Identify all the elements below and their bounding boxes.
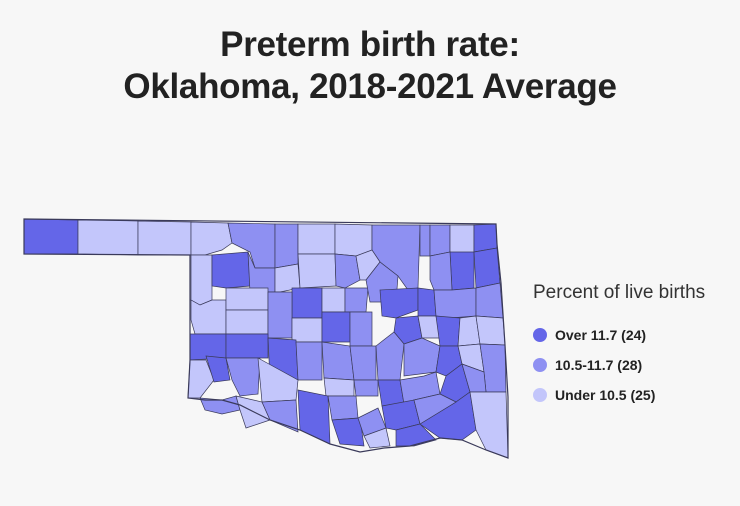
county-34 [225,309,269,335]
county-26 [291,287,323,319]
county-49 [349,345,377,381]
legend-item-10-5-11-7: 10.5-11.7 (28) [533,357,705,373]
county-74 [395,423,437,447]
county-28 [344,287,369,313]
county-15 [211,251,251,289]
county-41 [435,315,461,347]
county-57 [225,357,261,397]
county-24 [190,299,227,335]
county-70 [331,417,365,447]
legend-swatch-mid [533,358,547,372]
county-14 [190,254,213,306]
county-1 [23,218,79,255]
county-27 [321,287,346,313]
county-19 [334,253,361,289]
county-layer [23,218,509,459]
county-17 [274,263,301,293]
county-13 [473,223,498,253]
legend-item-under-10-5: Under 10.5 (25) [533,387,705,403]
county-48 [321,341,355,381]
county-10 [419,224,431,257]
title-line-1: Preterm birth rate: [220,25,520,64]
county-23 [429,251,453,291]
legend-label-mid: 10.5-11.7 (28) [555,357,643,373]
county-47 [295,341,323,381]
title-line-2: Oklahoma, 2018-2021 Average [123,67,617,106]
legend-title: Percent of live births [533,282,706,303]
county-35 [267,291,293,339]
county-33 [475,282,504,319]
county-7 [297,223,336,255]
county-32 [433,287,477,319]
county-22 [473,247,501,289]
county-37 [321,311,351,343]
county-38 [349,311,373,347]
county-4 [190,221,233,256]
state-outline [23,218,509,459]
county-8 [334,223,373,257]
map-title: Preterm birth rate: Oklahoma, 2018-2021 … [0,24,740,108]
county-31 [417,287,437,317]
county-61 [377,379,405,407]
county-72 [363,427,391,449]
county-76 [469,391,509,459]
county-3 [137,220,192,256]
legend-label-high: Over 11.7 (24) [555,327,647,343]
county-50 [375,331,405,381]
county-21 [449,251,475,291]
county-45 [225,333,269,359]
county-30 [379,287,419,319]
county-18 [297,253,337,289]
county-67 [261,399,299,433]
county-59 [323,377,355,397]
county-25 [225,287,269,311]
legend-label-low: Under 10.5 (25) [555,387,656,403]
legend-item-over-11-7: Over 11.7 (24) [533,327,705,343]
legend-swatch-high [533,328,547,342]
county-65 [199,395,241,415]
county-60 [353,379,379,397]
county-11 [429,224,451,257]
county-43 [475,315,506,346]
legend: Percent of live births Over 11.7 (24) 10… [533,282,705,403]
county-2 [77,219,139,256]
county-51 [403,337,441,377]
county-69 [327,395,359,421]
county-6 [274,223,299,269]
county-77 [413,393,457,425]
county-56 [205,355,231,383]
county-36 [291,317,323,343]
legend-swatch-low [533,388,547,402]
